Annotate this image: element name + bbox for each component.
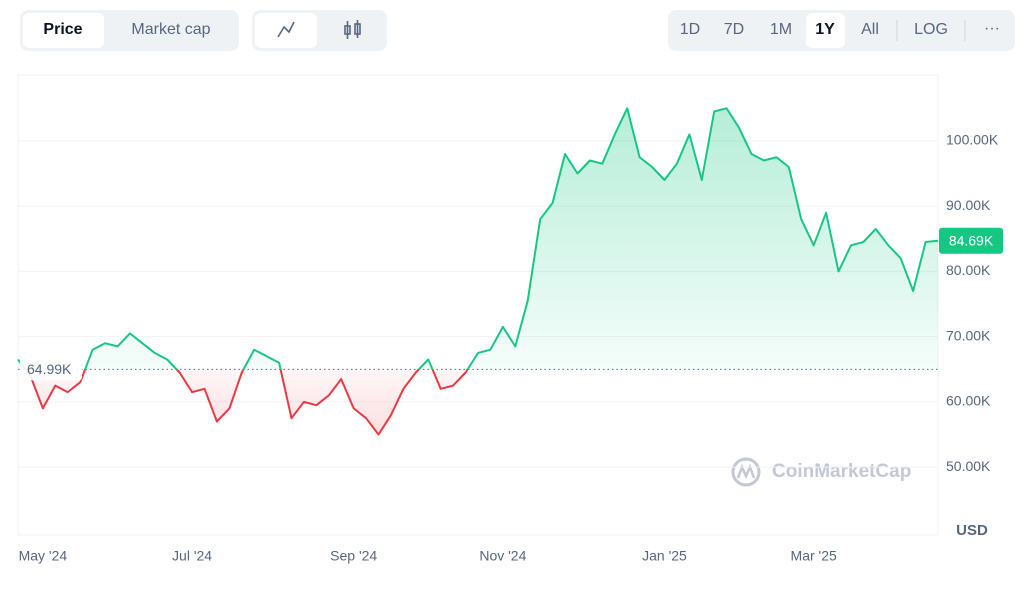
y-tick-label: 90.00K (946, 197, 991, 213)
range-button[interactable]: 1D (680, 21, 700, 38)
tab[interactable]: Price (43, 21, 82, 38)
log-button[interactable]: LOG (914, 21, 948, 38)
area (18, 108, 938, 435)
tab[interactable]: Market cap (131, 21, 210, 38)
range-button[interactable]: 1Y (815, 21, 835, 38)
price-line (17, 107, 939, 436)
range-button[interactable]: All (861, 21, 879, 38)
baseline-label-box (20, 358, 82, 381)
y-tick-label: 100.00K (946, 132, 999, 148)
y-tick-label: 60.00K (946, 393, 991, 409)
x-tick-label: May '24 (19, 548, 68, 564)
line-view-button[interactable] (255, 13, 317, 48)
y-tick-label: 50.00K (946, 458, 991, 474)
x-tick-label: Mar '25 (791, 548, 837, 564)
range-button[interactable]: 1M (770, 21, 792, 38)
range-selected[interactable] (806, 13, 845, 48)
more-button[interactable]: ··· (984, 20, 1000, 37)
y-tick-label: 80.00K (946, 262, 991, 278)
watermark-logo (731, 457, 761, 487)
current-price-box (939, 227, 1003, 254)
baseline-label: 64.99K (27, 361, 72, 377)
tab-selected[interactable] (23, 13, 104, 48)
x-tick-label: Jan '25 (642, 548, 687, 564)
watermark-logo (736, 463, 756, 480)
x-tick-label: Jul '24 (172, 548, 212, 564)
line-icon (277, 21, 295, 38)
y-tick-label: 70.00K (946, 327, 991, 343)
x-tick-label: Sep '24 (330, 548, 377, 564)
range-button[interactable]: 7D (724, 21, 744, 38)
candle-icon[interactable] (344, 20, 361, 39)
unit-label: USD (956, 522, 988, 539)
current-price-label: 84.69K (949, 232, 994, 248)
x-tick-label: Nov '24 (479, 548, 526, 564)
watermark: CoinMarketCap (772, 461, 911, 482)
